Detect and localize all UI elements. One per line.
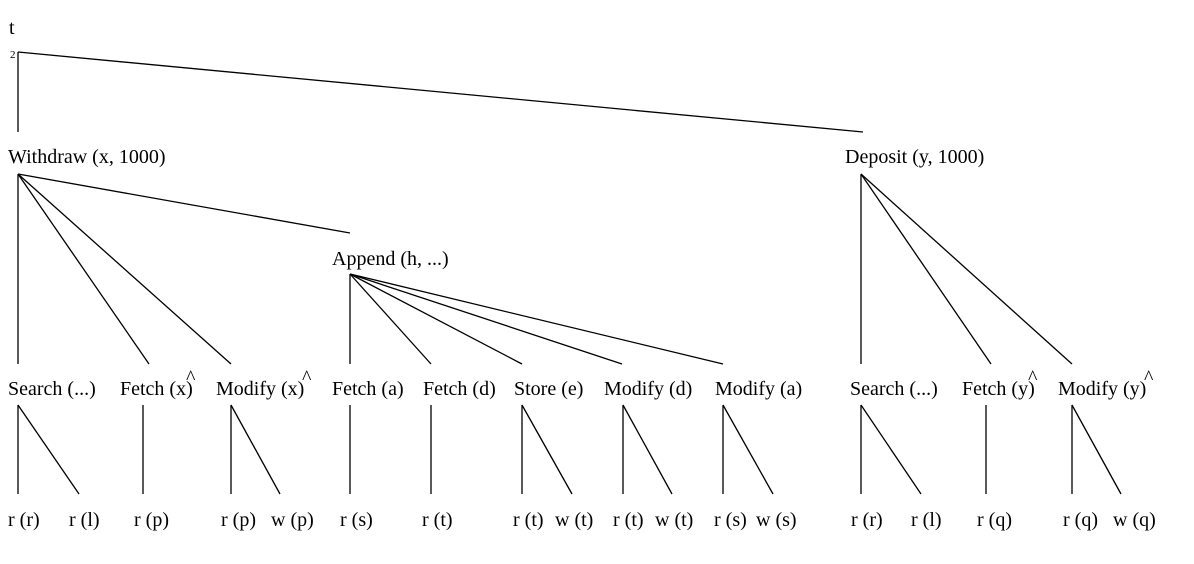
node-modify-a: Modify (a) xyxy=(715,378,802,400)
edge-append-store-e xyxy=(349,273,523,365)
node-fetch-x: Fetch (x) xyxy=(120,378,193,400)
node-store-e: Store (e) xyxy=(514,378,583,400)
edge-withdraw-append xyxy=(17,173,351,234)
leaf-r-t-1: r (t) xyxy=(422,509,453,531)
edge-append-modify-a xyxy=(349,273,724,365)
root-subscript: 2 xyxy=(10,49,16,61)
edge-append-modify-d xyxy=(349,273,623,365)
leaf-r-t-2: r (t) xyxy=(513,509,544,531)
hat-y-modify: ^ xyxy=(1144,367,1154,389)
tree-edges xyxy=(17,51,1122,495)
edge-store-e-wt xyxy=(521,404,573,495)
edge-modify-a-ws xyxy=(722,404,774,495)
edge-search-d-rl xyxy=(860,404,922,495)
hat-y-fetch: ^ xyxy=(1028,367,1038,389)
leaf-w-t-2: w (t) xyxy=(655,509,693,531)
node-fetch-a: Fetch (a) xyxy=(332,378,404,400)
edge-withdraw-modify xyxy=(17,173,232,365)
edge-modify-y-wq xyxy=(1071,404,1122,495)
edge-deposit-modify xyxy=(860,173,1073,365)
level3-nodes: Search (...) Fetch (x) ^ Modify (x) ^ Fe… xyxy=(8,367,1154,400)
node-search-deposit: Search (...) xyxy=(850,378,938,400)
edge-withdraw-fetch xyxy=(17,173,150,365)
leaf-r-q-1: r (q) xyxy=(977,509,1012,531)
hat-x-fetch: ^ xyxy=(186,367,196,389)
leaf-r-r-2: r (r) xyxy=(851,509,883,531)
edge-modify-d-wt xyxy=(622,404,673,495)
leaf-w-p: w (p) xyxy=(271,509,314,531)
root-node: t 2 xyxy=(9,17,16,61)
node-deposit: Deposit (y, 1000) xyxy=(845,146,984,168)
leaf-r-l-2: r (l) xyxy=(911,509,942,531)
leaf-r-q-2: r (q) xyxy=(1063,509,1098,531)
leaf-r-p-1: r (p) xyxy=(134,509,169,531)
edge-root-deposit xyxy=(17,51,864,133)
node-modify-y: Modify (y) xyxy=(1058,378,1146,400)
edge-append-fetch-d xyxy=(349,273,432,365)
leaf-w-q: w (q) xyxy=(1113,509,1156,531)
node-modify-d: Modify (d) xyxy=(604,378,692,400)
leaf-r-l-1: r (l) xyxy=(69,509,100,531)
node-fetch-y: Fetch (y) xyxy=(962,378,1035,400)
node-append: Append (h, ...) xyxy=(332,248,449,270)
leaf-r-s-2: r (s) xyxy=(714,509,747,531)
leaf-w-s: w (s) xyxy=(756,509,797,531)
edge-modify-x-wp xyxy=(230,404,281,495)
node-search-withdraw: Search (...) xyxy=(8,378,96,400)
node-fetch-d: Fetch (d) xyxy=(423,378,496,400)
leaf-w-t-1: w (t) xyxy=(555,509,593,531)
node-modify-x: Modify (x) xyxy=(216,378,304,400)
leaf-r-p-2: r (p) xyxy=(221,509,256,531)
node-withdraw: Withdraw (x, 1000) xyxy=(8,146,166,168)
leaf-nodes: r (r) r (l) r (p) r (p) w (p) r (s) r (t… xyxy=(8,509,1156,531)
edge-search-w-rl xyxy=(17,404,80,495)
leaf-r-r-1: r (r) xyxy=(8,509,40,531)
edge-deposit-fetch xyxy=(860,173,992,365)
leaf-r-t-3: r (t) xyxy=(613,509,644,531)
root-label: t xyxy=(9,17,15,39)
hat-x-modify: ^ xyxy=(302,367,312,389)
leaf-r-s-1: r (s) xyxy=(340,509,373,531)
